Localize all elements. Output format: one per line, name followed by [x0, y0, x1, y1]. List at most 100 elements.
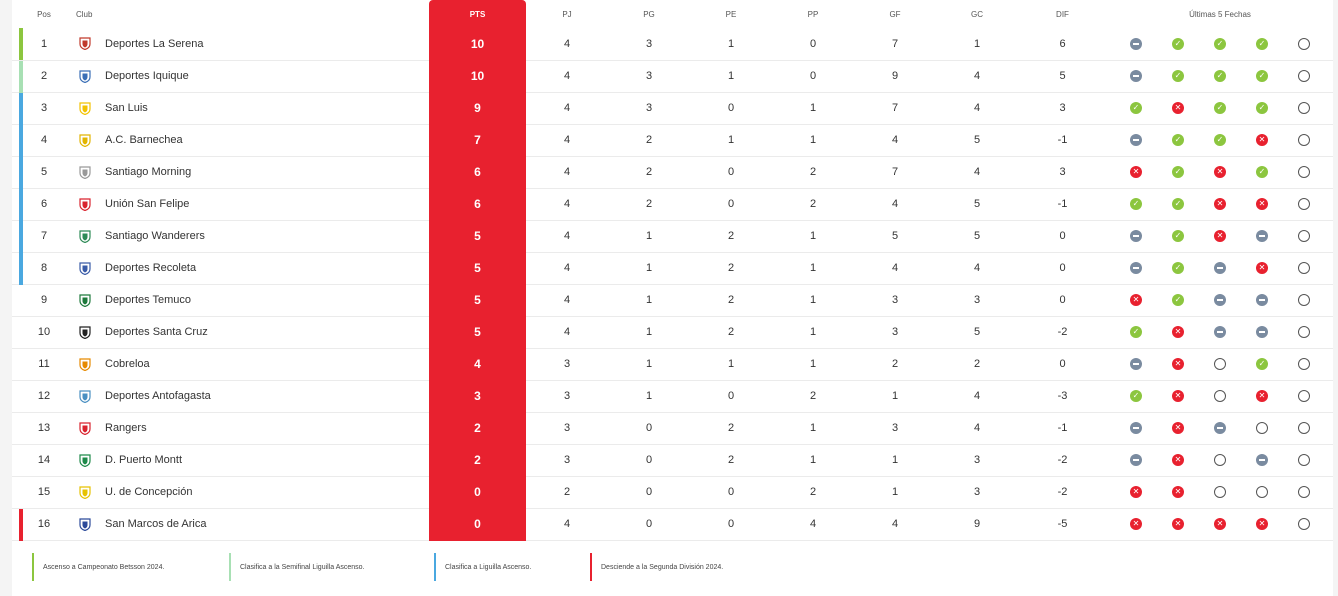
club-cell[interactable]: D. Puerto Montt	[76, 444, 429, 477]
header-gc[interactable]: GC	[971, 9, 983, 19]
last5-results: ✓ ✕ ✕	[1107, 390, 1333, 402]
table-row[interactable]: 3 San Luis 9 4 3 0 1 7 4 3 ✓ ✕ ✓ ✓	[12, 92, 1333, 125]
drawn-cell: 0	[690, 156, 772, 189]
goals-against-cell: 5	[936, 188, 1018, 221]
last5-cell: ✓ ✓ ✕ ✕	[1107, 188, 1333, 221]
loss-icon: ✕	[1130, 166, 1142, 178]
club-cell[interactable]: Deportes Santa Cruz	[76, 316, 429, 349]
points-cell: 5	[429, 284, 526, 317]
club-name[interactable]: Santiago Morning	[105, 166, 192, 178]
points-cell: 6	[429, 156, 526, 189]
club-cell[interactable]: Santiago Wanderers	[76, 220, 429, 253]
club-name[interactable]: Unión San Felipe	[105, 198, 190, 210]
club-cell[interactable]: Rangers	[76, 412, 429, 445]
club-name[interactable]: Rangers	[105, 422, 147, 434]
loss-icon: ✕	[1256, 390, 1268, 402]
club-name[interactable]: Deportes Iquique	[105, 70, 189, 82]
table-row[interactable]: 2 Deportes Iquique 10 4 3 1 0 9 4 5 ✓ ✓ ✓	[12, 60, 1333, 93]
club-crest-icon	[79, 293, 91, 307]
table-row[interactable]: 1 Deportes La Serena 10 4 3 1 0 7 1 6 ✓ ✓…	[12, 28, 1333, 61]
header-pe[interactable]: PE	[725, 9, 737, 19]
club-name[interactable]: San Marcos de Arica	[105, 518, 207, 530]
legend-item: Clasifica a la Semifinal Liguilla Ascens…	[229, 553, 365, 581]
table-row[interactable]: 12 Deportes Antofagasta 3 3 1 0 2 1 4 -3…	[12, 380, 1333, 413]
draw-icon	[1130, 422, 1142, 434]
loss-icon: ✕	[1256, 518, 1268, 530]
goal-difference-cell: 0	[1018, 348, 1107, 381]
header-pp[interactable]: PP	[807, 9, 819, 19]
pending-match-icon	[1214, 486, 1226, 498]
position-value: 1	[40, 37, 48, 50]
table-row[interactable]: 9 Deportes Temuco 5 4 1 2 1 3 3 0 ✕ ✓	[12, 284, 1333, 317]
club-cell[interactable]: San Marcos de Arica	[76, 508, 429, 541]
club-name[interactable]: Deportes Temuco	[105, 294, 192, 306]
points-cell: 5	[429, 252, 526, 285]
club-name[interactable]: Deportes Antofagasta	[105, 390, 211, 402]
draw-icon	[1214, 422, 1226, 434]
club-name[interactable]: A.C. Barnechea	[105, 134, 183, 146]
goals-for-cell: 7	[854, 28, 936, 61]
won-cell: 2	[608, 124, 690, 157]
club-cell[interactable]: Unión San Felipe	[76, 188, 429, 221]
table-row[interactable]: 8 Deportes Recoleta 5 4 1 2 1 4 4 0 ✓ ✕	[12, 252, 1333, 285]
club-name[interactable]: San Luis	[105, 102, 148, 114]
table-row[interactable]: 14 D. Puerto Montt 2 3 0 2 1 1 3 -2 ✕	[12, 444, 1333, 477]
loss-icon: ✕	[1172, 326, 1184, 338]
drawn-cell: 0	[690, 188, 772, 221]
played-cell: 4	[526, 508, 608, 541]
header-pos[interactable]: Pos	[37, 9, 51, 19]
header-pg[interactable]: PG	[643, 9, 655, 19]
header-dif[interactable]: DIF	[1056, 9, 1069, 19]
last5-results: ✓ ✓ ✕	[1107, 134, 1333, 146]
club-cell[interactable]: Deportes La Serena	[76, 28, 429, 61]
table-row[interactable]: 13 Rangers 2 3 0 2 1 3 4 -1 ✕	[12, 412, 1333, 445]
club-cell[interactable]: U. de Concepción	[76, 476, 429, 509]
drawn-cell: 0	[690, 476, 772, 509]
club-cell[interactable]: San Luis	[76, 92, 429, 125]
table-row[interactable]: 11 Cobreloa 4 3 1 1 1 2 2 0 ✕ ✓	[12, 348, 1333, 381]
table-row[interactable]: 7 Santiago Wanderers 5 4 1 2 1 5 5 0 ✓ ✕	[12, 220, 1333, 253]
club-name[interactable]: Deportes La Serena	[105, 37, 204, 50]
header-gf[interactable]: GF	[889, 9, 901, 19]
last5-cell: ✕ ✓	[1107, 284, 1333, 317]
played-cell: 4	[526, 252, 608, 285]
header-pts[interactable]: PTS	[429, 0, 526, 28]
club-crest-icon	[79, 517, 91, 531]
club-cell[interactable]: Deportes Antofagasta	[76, 380, 429, 413]
club-cell[interactable]: A.C. Barnechea	[76, 124, 429, 157]
club-name[interactable]: Deportes Santa Cruz	[105, 326, 208, 338]
goals-for-cell: 3	[854, 412, 936, 445]
played-cell: 4	[526, 60, 608, 93]
table-row[interactable]: 10 Deportes Santa Cruz 5 4 1 2 1 3 5 -2 …	[12, 316, 1333, 349]
goals-for-cell: 5	[854, 220, 936, 253]
position-value: 15	[37, 486, 51, 498]
goal-difference-cell: 6	[1018, 28, 1107, 61]
lost-cell: 1	[772, 92, 854, 125]
club-name[interactable]: D. Puerto Montt	[105, 454, 183, 466]
last5-results: ✓ ✕	[1107, 262, 1333, 274]
club-cell[interactable]: Santiago Morning	[76, 156, 429, 189]
table-row[interactable]: 5 Santiago Morning 6 4 2 0 2 7 4 3 ✕ ✓ ✕ ✓	[12, 156, 1333, 189]
club-cell[interactable]: Deportes Iquique	[76, 60, 429, 93]
table-row[interactable]: 16 San Marcos de Arica 0 4 0 0 4 4 9 -5 …	[12, 508, 1333, 541]
pending-match-icon	[1298, 518, 1310, 530]
club-cell[interactable]: Cobreloa	[76, 348, 429, 381]
header-pj[interactable]: PJ	[562, 9, 572, 19]
club-name[interactable]: U. de Concepción	[105, 486, 193, 498]
header-club[interactable]: Club	[76, 9, 93, 19]
table-row[interactable]: 6 Unión San Felipe 6 4 2 0 2 4 5 -1 ✓ ✓ ✕ ✕	[12, 188, 1333, 221]
zone-indicator	[19, 28, 23, 60]
win-icon: ✓	[1256, 37, 1268, 50]
club-name[interactable]: Santiago Wanderers	[105, 230, 205, 242]
drawn-cell: 2	[690, 252, 772, 285]
club-name[interactable]: Deportes Recoleta	[105, 262, 197, 274]
table-row[interactable]: 15 U. de Concepción 0 2 0 0 2 1 3 -2 ✕ ✕	[12, 476, 1333, 509]
club-cell[interactable]: Deportes Temuco	[76, 284, 429, 317]
goals-against-cell: 5	[936, 124, 1018, 157]
club-name[interactable]: Cobreloa	[105, 358, 150, 370]
position-cell: 6	[12, 188, 76, 221]
loss-icon: ✕	[1172, 518, 1184, 530]
table-row[interactable]: 4 A.C. Barnechea 7 4 2 1 1 4 5 -1 ✓ ✓ ✕	[12, 124, 1333, 157]
club-cell[interactable]: Deportes Recoleta	[76, 252, 429, 285]
position-cell: 4	[12, 124, 76, 157]
